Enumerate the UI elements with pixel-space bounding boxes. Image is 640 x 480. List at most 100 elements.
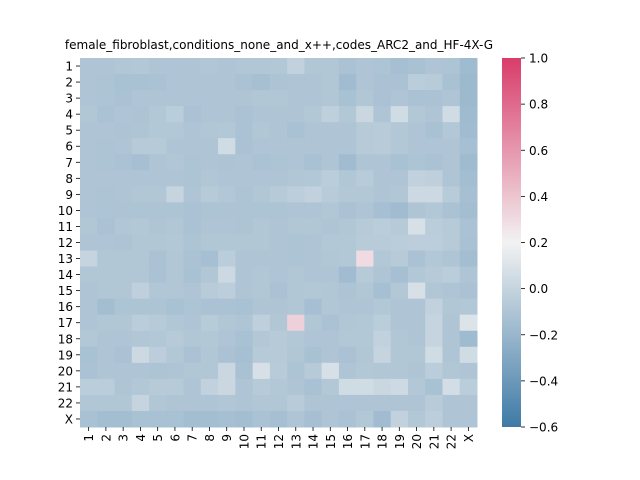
heatmap-cell: [407, 170, 426, 187]
heatmap-cell: [114, 314, 133, 332]
heatmap-cell: [131, 90, 150, 107]
heatmap-cell: [373, 234, 392, 252]
heatmap-cell: [183, 90, 202, 107]
heatmap-cell: [149, 346, 167, 364]
heatmap-cell: [97, 282, 116, 300]
heatmap-cell: [200, 186, 219, 203]
heatmap-cell: [269, 106, 288, 123]
heatmap-cell: [287, 138, 305, 155]
y-tick-label: 12: [58, 236, 73, 250]
heatmap-cell: [321, 346, 340, 364]
y-tick-label: 14: [58, 268, 73, 282]
y-tick-label: 10: [58, 204, 73, 218]
heatmap-cell: [149, 58, 167, 75]
heatmap-cell: [390, 378, 409, 396]
heatmap-cell: [114, 266, 133, 284]
heatmap-cell: [442, 410, 461, 428]
heatmap-cell: [114, 378, 133, 396]
heatmap-cell: [356, 170, 374, 187]
heatmap-cell: [235, 58, 254, 75]
heatmap-cell: [269, 186, 288, 203]
heatmap-cell: [114, 250, 133, 268]
heatmap-cell: [80, 362, 98, 380]
heatmap-cell: [459, 250, 478, 268]
heatmap-cell: [166, 394, 185, 412]
colorbar-ticks: 1.0 0.8 0.6 0.4 0.2 0.0 −0.2 −0.4 −0.6: [521, 52, 558, 435]
heatmap-cell: [80, 394, 98, 412]
heatmap-cell: [287, 202, 305, 219]
heatmap-cell: [218, 186, 236, 203]
heatmap-cell: [442, 106, 461, 123]
heatmap-cell: [183, 122, 202, 139]
heatmap-cell: [218, 74, 236, 91]
heatmap-cell: [338, 410, 357, 428]
x-tick-label: 6: [168, 434, 182, 442]
heatmap-cell: [338, 330, 357, 348]
heatmap-cell: [80, 250, 98, 268]
heatmap-cell: [183, 234, 202, 252]
heatmap-cell: [390, 74, 409, 91]
heatmap-cell: [390, 170, 409, 187]
heatmap-cell: [97, 138, 116, 155]
heatmap-cell: [131, 58, 150, 75]
heatmap-cell: [321, 58, 340, 75]
heatmap-cell: [459, 202, 478, 219]
heatmap-cell: [235, 282, 254, 300]
heatmap-cell: [131, 266, 150, 284]
heatmap-cell: [131, 170, 150, 187]
heatmap-cell: [200, 250, 219, 268]
heatmap-cell: [166, 330, 185, 348]
heatmap-cell: [287, 250, 305, 268]
heatmap-cell: [200, 234, 219, 252]
heatmap-cell: [390, 394, 409, 412]
heatmap-cell: [235, 218, 254, 235]
heatmap-cell: [304, 250, 323, 268]
heatmap-cell: [321, 362, 340, 380]
heatmap-cell: [287, 314, 305, 332]
heatmap-cell: [390, 202, 409, 219]
heatmap-cell: [356, 266, 374, 284]
heatmap-cell: [166, 138, 185, 155]
heatmap-cell: [442, 58, 461, 75]
heatmap-cell: [338, 138, 357, 155]
x-tick-label: 15: [324, 434, 338, 449]
heatmap-cell: [269, 58, 288, 75]
heatmap-cell: [338, 186, 357, 203]
heatmap-cell: [149, 266, 167, 284]
heatmap-cell: [252, 362, 271, 380]
heatmap-cell: [356, 234, 374, 252]
y-tick-label: 21: [58, 380, 73, 394]
heatmap-cell: [149, 154, 167, 171]
heatmap-cell: [114, 410, 133, 428]
heatmap-cell: [373, 250, 392, 268]
heatmap-cell: [200, 314, 219, 332]
heatmap-cell: [356, 346, 374, 364]
heatmap-cell: [321, 122, 340, 139]
heatmap-cell: [200, 394, 219, 412]
heatmap-cell: [459, 234, 478, 252]
heatmap-cell: [218, 170, 236, 187]
heatmap-cell: [373, 330, 392, 348]
heatmap-cell: [218, 410, 236, 428]
heatmap-cell: [235, 202, 254, 219]
heatmap-cell: [252, 122, 271, 139]
heatmap-cell: [80, 298, 98, 316]
y-tick-label: 7: [65, 156, 73, 170]
heatmap-cell: [425, 122, 443, 139]
heatmap-cell: [235, 298, 254, 316]
heatmap-cell: [338, 298, 357, 316]
heatmap-cell: [131, 154, 150, 171]
colorbar-tick-label: 0.6: [529, 144, 548, 158]
heatmap-cell: [97, 234, 116, 252]
x-tick-label: 22: [445, 434, 459, 449]
heatmap-cell: [356, 362, 374, 380]
heatmap-cell: [218, 378, 236, 396]
heatmap-cell: [390, 410, 409, 428]
heatmap-cell: [269, 122, 288, 139]
heatmap-cell: [183, 186, 202, 203]
heatmap-cell: [149, 282, 167, 300]
heatmap-cell: [235, 138, 254, 155]
heatmap-cell: [338, 362, 357, 380]
heatmap-cell: [131, 362, 150, 380]
x-tick-label: 12: [272, 434, 286, 449]
